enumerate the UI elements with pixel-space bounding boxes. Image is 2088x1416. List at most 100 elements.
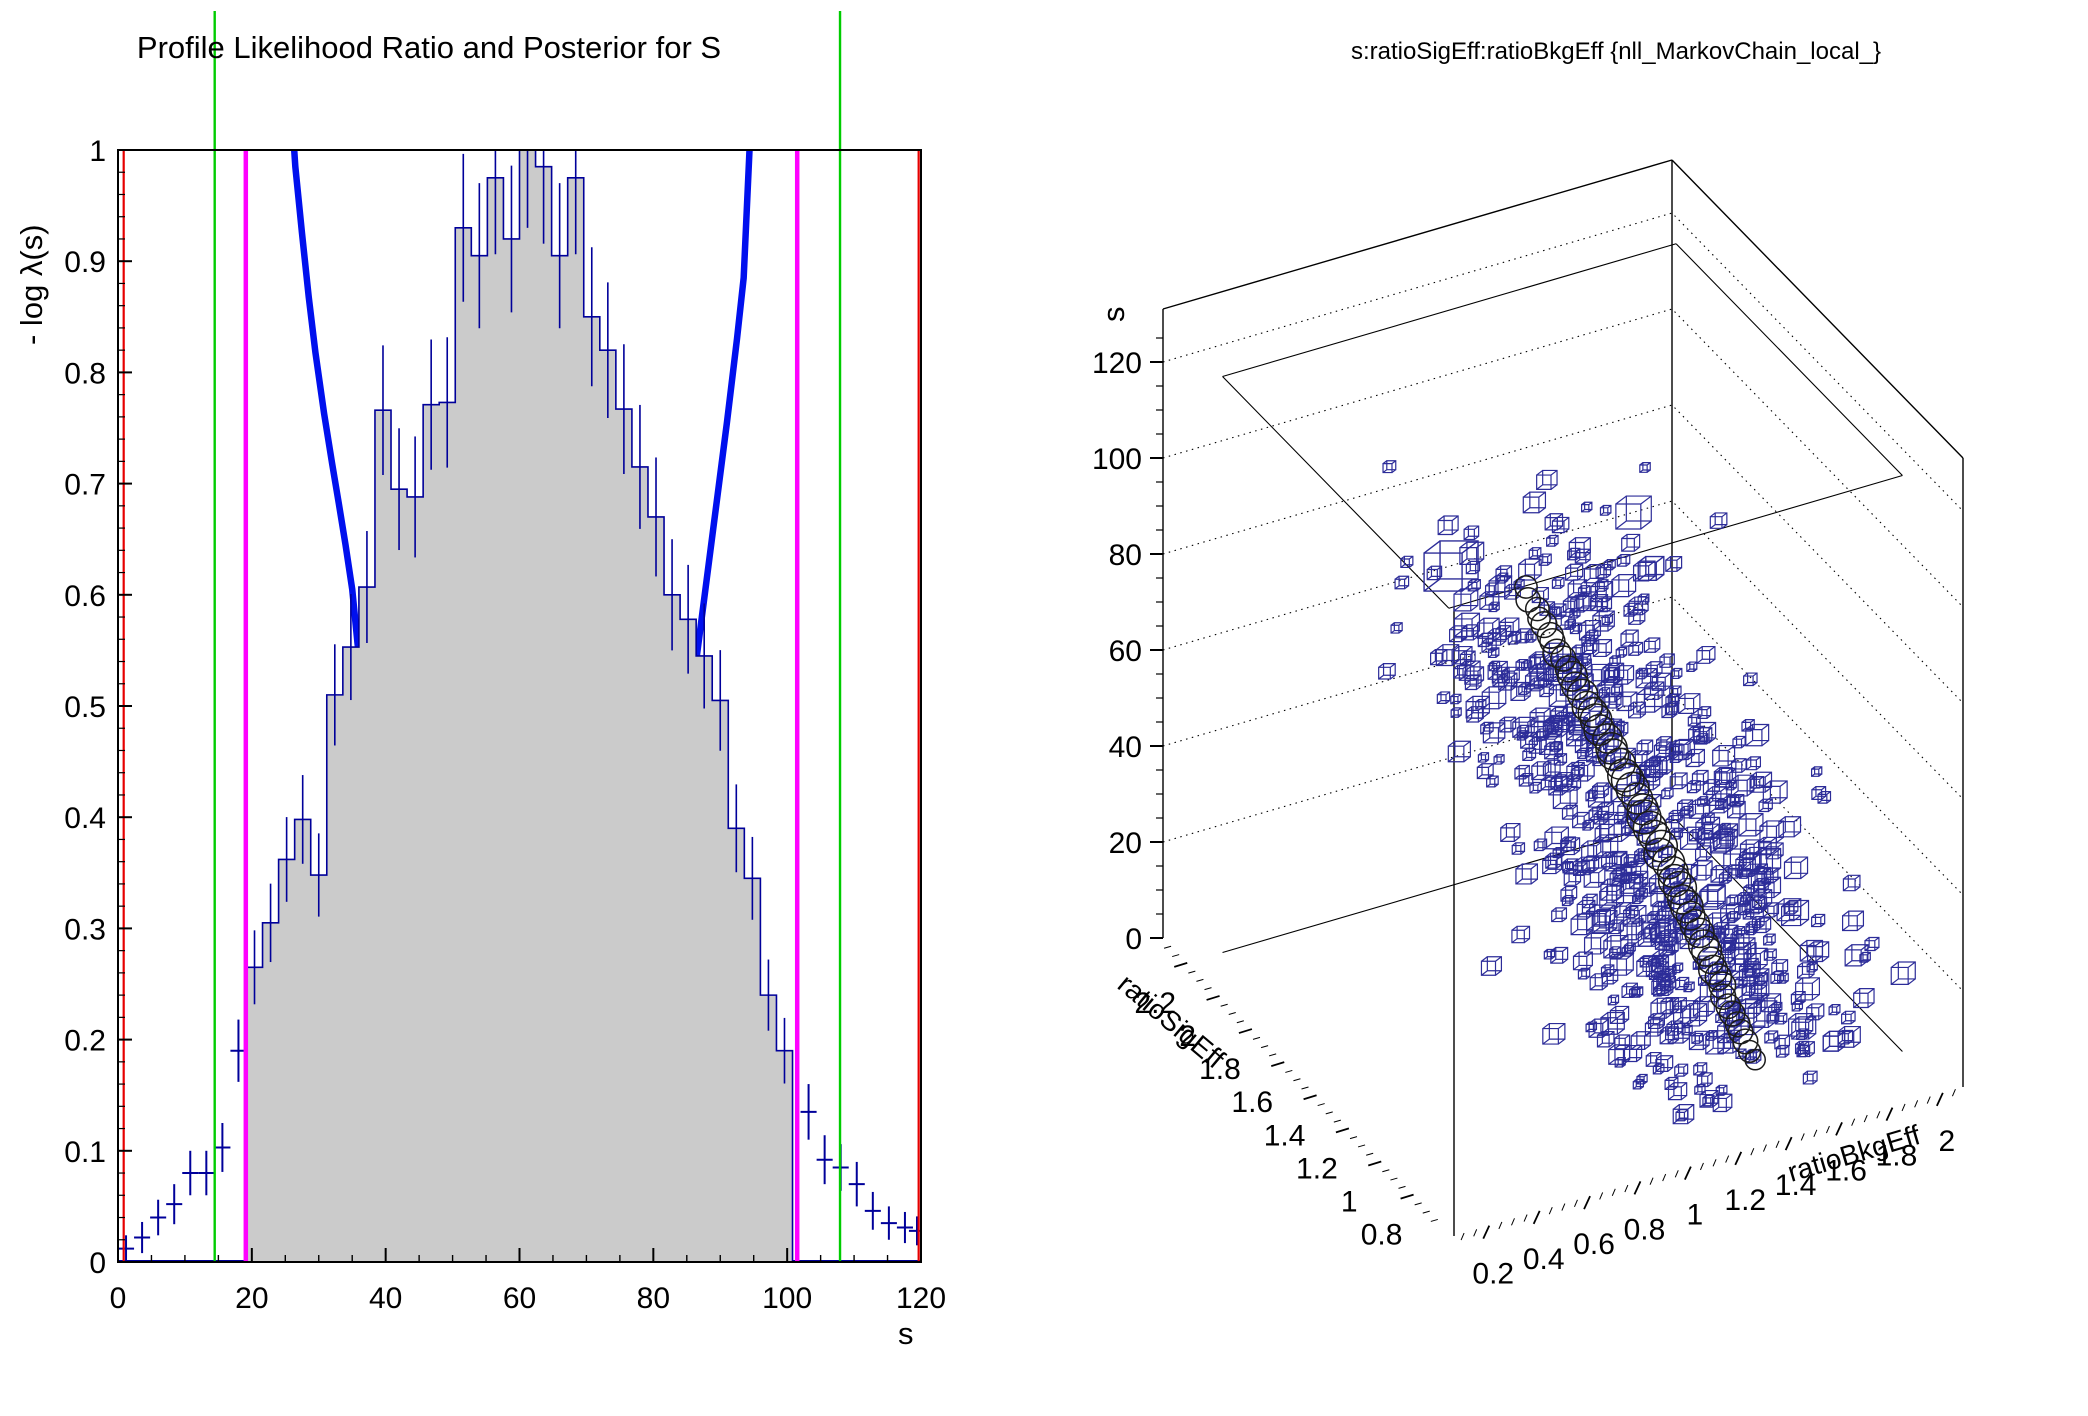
bkg-minor-tick	[1951, 1089, 1956, 1097]
sample-box	[1612, 867, 1625, 879]
sample-box	[1623, 904, 1647, 927]
bkg-tick-label: 0.4	[1523, 1243, 1565, 1276]
bkg-minor-tick	[1762, 1144, 1767, 1152]
sample-box	[1784, 901, 1799, 915]
sample-box	[1480, 956, 1503, 976]
sample-box	[1592, 782, 1609, 799]
chain-circle	[1715, 993, 1742, 1020]
sample-box	[1676, 799, 1694, 815]
chain-circle	[1708, 971, 1737, 1000]
sample-box	[1686, 661, 1698, 672]
sample-box	[1765, 842, 1784, 860]
chain-circle	[1679, 908, 1711, 940]
databox-edge	[1222, 243, 1677, 378]
chain-circle	[1514, 575, 1538, 599]
wall-gridline	[1162, 212, 1964, 512]
chain-circle	[1662, 870, 1698, 906]
sample-box	[1487, 628, 1507, 646]
sample-box	[1674, 1063, 1689, 1077]
sample-box	[1476, 617, 1500, 639]
sample-box	[1615, 646, 1628, 658]
sig-major-tick	[1400, 1193, 1414, 1200]
sample-box	[1683, 981, 1695, 993]
bkg-major-tick	[1583, 1195, 1591, 1210]
sample-box	[1763, 933, 1776, 946]
sample-box	[1667, 1082, 1688, 1101]
sample-box	[1632, 1078, 1644, 1090]
sample-box	[1665, 556, 1683, 572]
sample-box	[1529, 707, 1551, 728]
sig-minor-tick	[1228, 1012, 1236, 1015]
sample-box	[1735, 976, 1748, 989]
sig-major-tick	[1270, 1061, 1285, 1068]
sample-box	[1696, 733, 1709, 745]
sig-minor-tick	[1204, 987, 1212, 991]
sample-box	[1529, 781, 1542, 794]
sample-box	[1581, 501, 1593, 513]
sample-box	[1636, 956, 1659, 977]
sample-box	[1481, 638, 1497, 653]
sample-box	[1620, 629, 1639, 647]
bkg-minor-tick	[1863, 1114, 1868, 1123]
bkg-minor-tick	[1624, 1184, 1629, 1193]
sample-box	[1569, 608, 1581, 619]
sig-minor-tick	[1317, 1103, 1325, 1107]
chain-circle	[1744, 1048, 1766, 1071]
chain-circle	[1610, 762, 1645, 797]
sample-box	[1661, 787, 1674, 800]
sample-box	[1651, 672, 1672, 691]
sample-box	[1790, 990, 1806, 1005]
sample-box	[1601, 614, 1613, 626]
sample-box	[1686, 780, 1701, 794]
sample-box	[1459, 650, 1476, 666]
z-tick-label: 80	[1109, 539, 1142, 572]
sample-box	[1616, 691, 1638, 712]
x-tick-label: 40	[369, 1282, 402, 1315]
sample-box	[1636, 739, 1654, 756]
chain-circle	[1691, 935, 1723, 967]
sample-box	[1732, 735, 1746, 749]
sample-box	[1465, 695, 1490, 719]
sample-box	[1648, 1013, 1666, 1030]
sample-box	[1378, 663, 1396, 680]
sample-box	[1453, 588, 1479, 612]
bkg-minor-tick	[1460, 1232, 1465, 1241]
sample-box	[1744, 895, 1766, 915]
sample-box	[1437, 515, 1459, 536]
chain-circle	[1732, 1028, 1759, 1055]
sig-minor-tick	[1252, 1036, 1261, 1040]
sample-box	[1696, 1072, 1713, 1088]
sample-box	[1647, 911, 1660, 923]
chain-circle	[1669, 889, 1704, 924]
sample-box	[1788, 1013, 1814, 1037]
sample-box	[1482, 722, 1506, 744]
sample-box	[1511, 842, 1526, 855]
sample-box	[1615, 495, 1652, 530]
sample-box	[1655, 1055, 1674, 1072]
sample-box	[1609, 953, 1634, 976]
sample-box	[1611, 873, 1644, 904]
sample-box	[1764, 1030, 1779, 1044]
y-tick-label: 0.8	[64, 357, 106, 390]
chain-circle	[1583, 713, 1616, 746]
box-top-left-edge	[1162, 159, 1673, 310]
sample-box	[1477, 752, 1490, 763]
sample-box	[1693, 1062, 1708, 1076]
bkg-tick-label: 0.8	[1624, 1213, 1666, 1246]
sample-box	[1572, 811, 1590, 829]
chain-circle	[1626, 799, 1662, 835]
bkg-minor-tick	[1599, 1192, 1604, 1200]
markov-chain-ridge	[1514, 575, 1766, 1071]
sample-box	[1738, 961, 1761, 982]
bkg-tick-label: 1	[1687, 1199, 1704, 1232]
sample-box	[1560, 885, 1578, 902]
sample-box	[1499, 617, 1520, 637]
sample-box	[1603, 666, 1620, 682]
sig-minor-tick	[1414, 1202, 1422, 1206]
sample-box	[1601, 969, 1619, 985]
sample-box	[1637, 928, 1658, 947]
sample-box	[1528, 651, 1553, 674]
sample-box	[1752, 847, 1782, 875]
bkg-tick-label: 1.6	[1825, 1154, 1867, 1187]
sample-box	[1453, 665, 1468, 679]
